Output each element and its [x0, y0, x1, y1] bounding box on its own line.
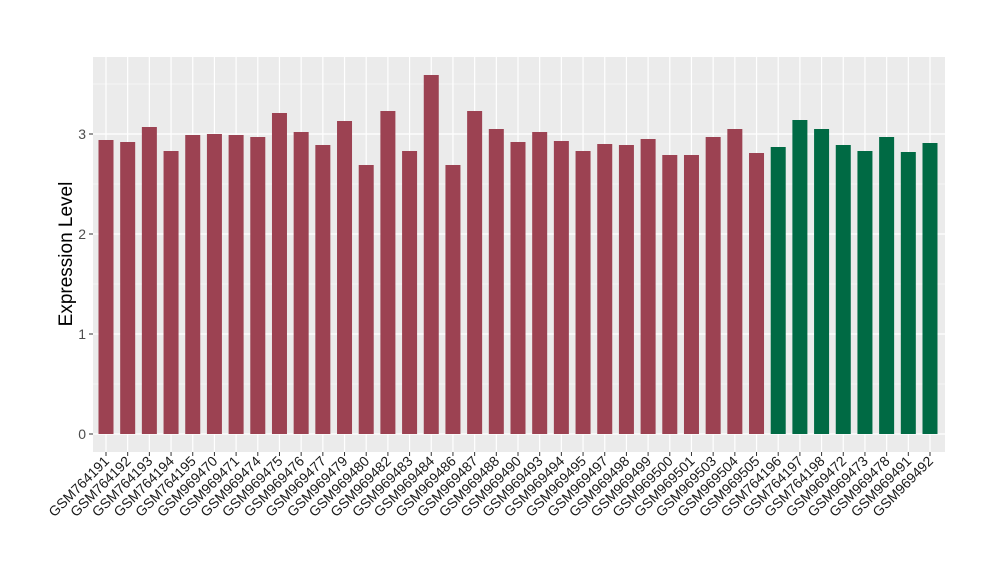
- bar: [120, 142, 136, 434]
- y-tick-label: 0: [78, 426, 86, 442]
- y-axis-label: Expression Level: [56, 182, 77, 327]
- bar: [423, 75, 439, 434]
- bar: [618, 145, 634, 434]
- bar: [727, 129, 743, 434]
- bar: [293, 132, 309, 434]
- bar: [337, 121, 353, 434]
- bar: [575, 151, 591, 434]
- bar: [228, 135, 244, 434]
- bar: [749, 153, 765, 434]
- bar: [98, 140, 114, 434]
- bar: [900, 152, 916, 434]
- bar: [467, 111, 483, 434]
- bar: [857, 151, 873, 434]
- bar: [597, 144, 613, 434]
- bar: [792, 120, 808, 434]
- bar: [835, 145, 851, 434]
- bars: [98, 75, 938, 434]
- bar: [185, 135, 201, 434]
- bar: [553, 141, 569, 434]
- bar: [141, 127, 157, 434]
- x-axis: GSM764191GSM764192GSM764193GSM764194GSM7…: [45, 452, 936, 520]
- y-tick-label: 2: [78, 226, 86, 242]
- bar: [163, 151, 179, 434]
- bar: [532, 132, 548, 434]
- bar: [705, 137, 721, 434]
- y-tick-label: 1: [78, 326, 86, 342]
- bar: [315, 145, 331, 434]
- bar: [640, 139, 656, 434]
- bar: [402, 151, 418, 434]
- bar: [683, 155, 699, 434]
- y-tick-label: 3: [78, 126, 86, 142]
- bar: [662, 155, 678, 434]
- bar: [770, 147, 786, 434]
- bar: [380, 111, 396, 434]
- bar: [206, 134, 222, 434]
- bar: [879, 137, 895, 434]
- bar: [271, 113, 287, 434]
- bar: [922, 143, 938, 434]
- bar: [358, 165, 374, 434]
- bar: [488, 129, 504, 434]
- bar: [510, 142, 526, 434]
- bar: [814, 129, 830, 434]
- bar: [250, 137, 266, 434]
- y-axis: 0 1 2 3: [78, 126, 93, 442]
- bar: [445, 165, 461, 434]
